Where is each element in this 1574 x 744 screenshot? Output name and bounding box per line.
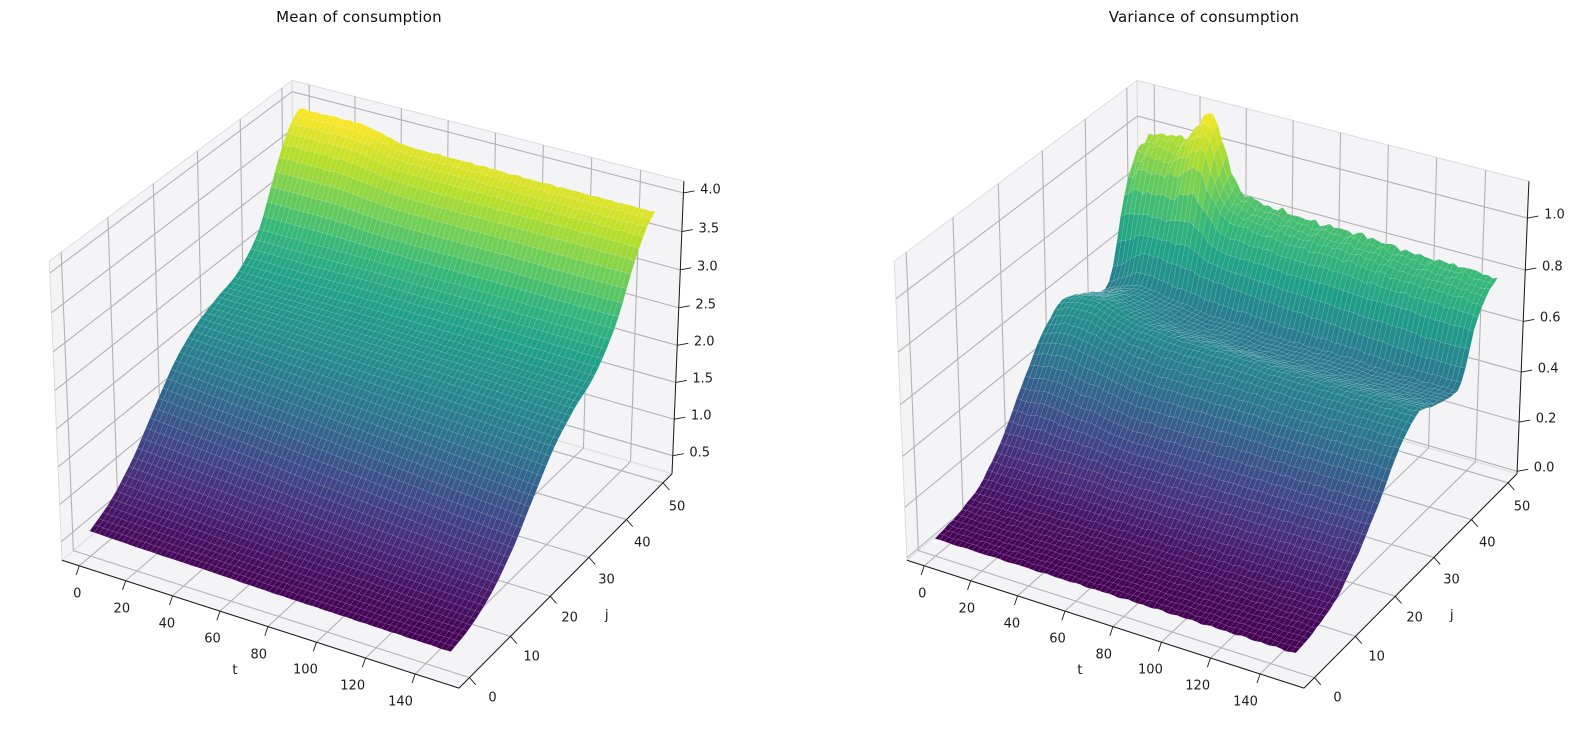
z-axis-tick-label: 2.5 [695,297,717,313]
t-axis-tick-label: 80 [250,647,267,663]
t-axis-tick-label: 100 [1138,662,1163,678]
z-axis-tick-label: 0.5 [689,445,711,461]
z-axis-tick-label: 2.0 [693,334,715,350]
z-axis-tick-label: 0.4 [1537,361,1559,377]
t-axis-tick-label: 0 [918,586,927,602]
j-axis-tick-label: 30 [598,572,615,588]
j-axis-tick-label: 40 [1479,535,1496,551]
t-axis-tick-label: 20 [113,601,131,617]
z-axis-tick-label: 0.8 [1541,259,1563,275]
j-axis-tick-label: 10 [523,649,540,665]
t-axis-tick-label: 100 [293,662,318,678]
j-axis-tick-label: 20 [561,610,578,626]
t-axis-tick-label: 140 [388,694,413,710]
j-axis-tick-label: 50 [1513,499,1531,515]
j-axis-tick-label: 0 [488,690,497,706]
j-axis-tick-label: 20 [1406,610,1423,626]
z-axis-tick-label: 1.5 [692,371,714,387]
z-axis-tick-label: 0.6 [1539,310,1561,326]
j-axis-label: j [1449,606,1454,623]
j-axis-tick-label: 10 [1368,649,1385,665]
j-axis-tick-label: 30 [1443,572,1460,588]
t-axis-tick-label: 120 [340,678,366,694]
t-axis-tick-label: 60 [204,631,221,647]
z-axis-tick-label: 0.2 [1535,411,1557,427]
t-axis-tick-label: 140 [1233,694,1258,710]
z-axis-tick-label: 3.0 [696,259,718,275]
t-axis-tick-label: 60 [1049,631,1066,647]
variance-surface-canvas [787,0,1574,744]
z-axis-tick-label: 4.0 [700,182,721,198]
plot-variance-of-consumption: Variance of consumption 0 20 40 60 80 100 120 1… [787,0,1574,744]
j-axis-tick-label: 40 [634,535,651,551]
t-axis-tick-label: 40 [158,616,176,632]
j-axis-tick-label: 50 [668,499,686,515]
t-axis-tick-label: 20 [958,601,976,617]
t-axis-label: t [232,661,238,678]
t-axis-tick-label: 0 [73,586,82,602]
mean-surface-canvas [0,0,787,744]
t-axis-label: t [1077,661,1083,678]
z-axis-tick-label: 0.0 [1533,460,1555,476]
j-axis-label: j [604,606,609,623]
plot-title-variance: Variance of consumption [1108,8,1300,26]
z-axis-tick-label: 1.0 [1544,207,1565,223]
plot-mean-of-consumption: Mean of consumption 0 20 40 60 80 100 120 140 0 1… [0,0,787,744]
t-axis-tick-label: 120 [1185,678,1211,694]
plot-title-mean: Mean of consumption [276,8,442,26]
t-axis-tick-label: 80 [1095,647,1112,663]
j-axis-tick-label: 0 [1333,690,1342,706]
z-axis-tick-label: 1.0 [690,408,712,424]
z-axis-tick-label: 3.5 [698,221,720,237]
t-axis-tick-label: 40 [1003,616,1021,632]
